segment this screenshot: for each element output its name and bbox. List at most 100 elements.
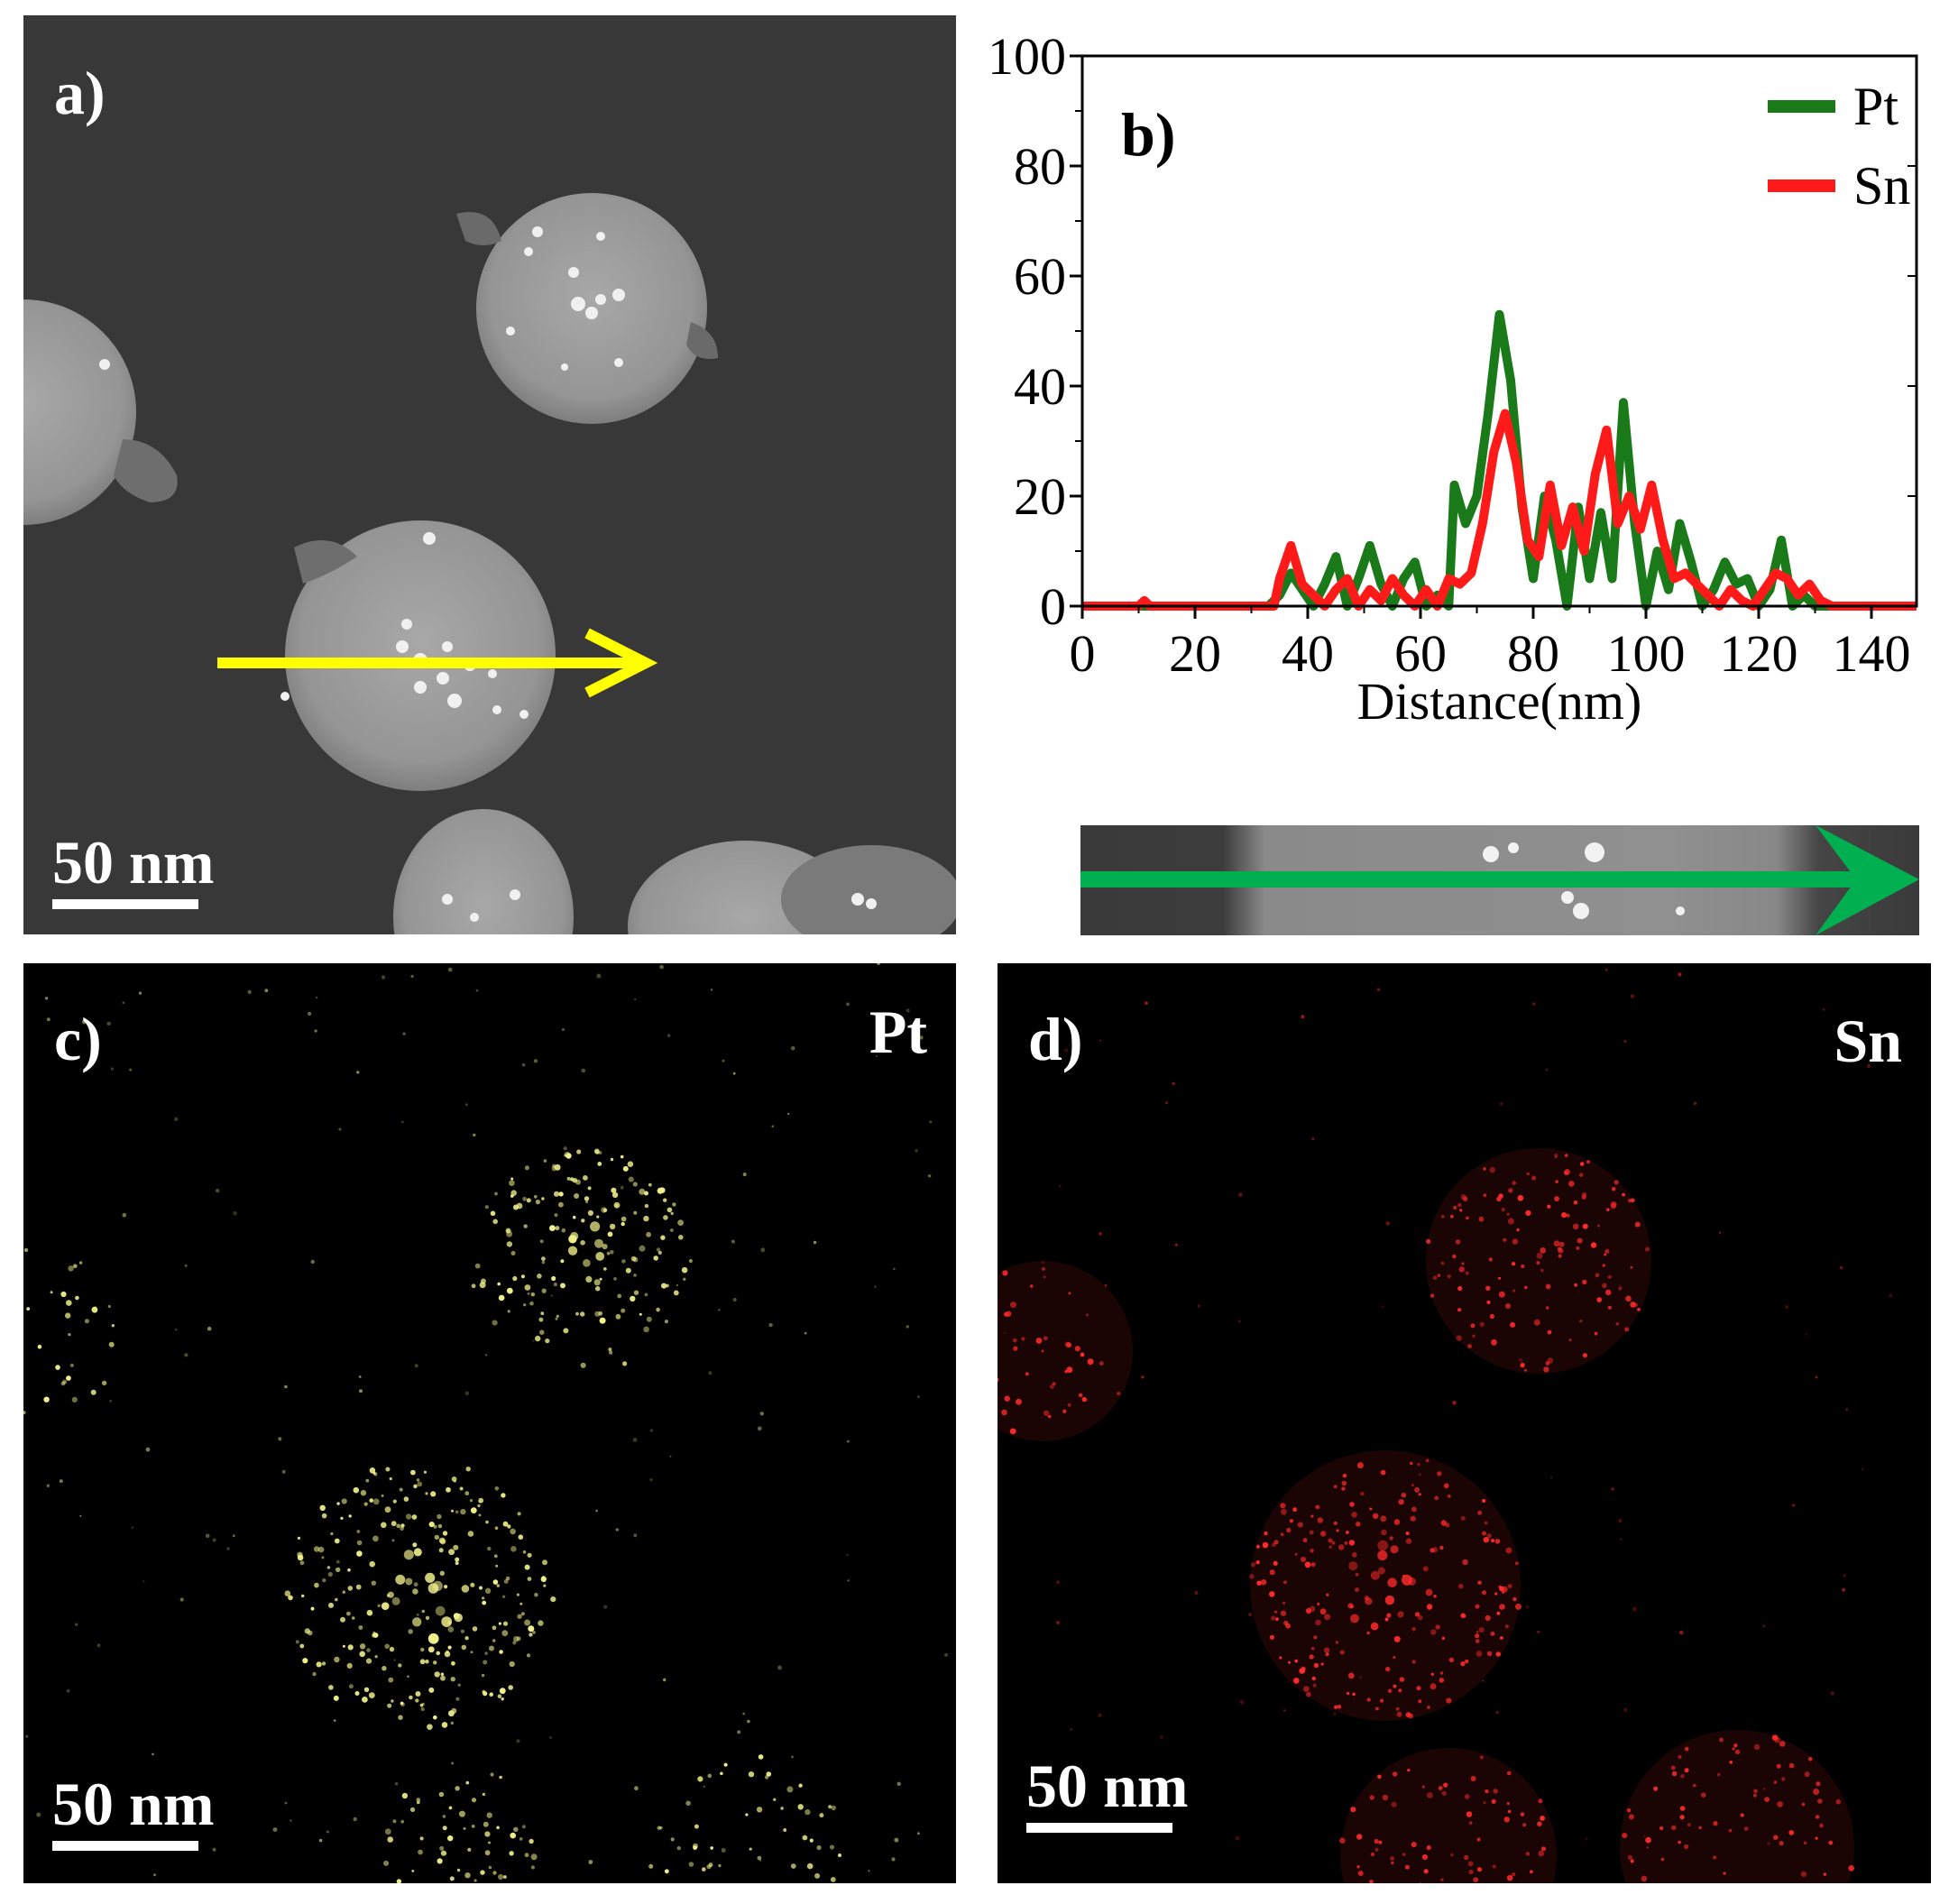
- map-signal-dot: [1384, 1595, 1395, 1605]
- map-noise-dot: [1419, 1473, 1421, 1476]
- map-noise-dot: [813, 1240, 817, 1245]
- map-signal-dot: [1800, 1871, 1807, 1877]
- map-signal-dot: [583, 1259, 591, 1267]
- map-signal-dot: [633, 1274, 637, 1277]
- x-tick-label: 0: [1070, 624, 1096, 683]
- map-noise-dot: [721, 1848, 726, 1853]
- map-signal-dot: [532, 1631, 536, 1634]
- map-signal-dot: [1356, 1522, 1361, 1527]
- map-signal-dot: [1462, 1559, 1468, 1566]
- legend-label-pt: Pt: [1853, 77, 1898, 136]
- map-signal-dot: [1540, 1846, 1547, 1852]
- map-signal-dot: [1835, 1798, 1842, 1805]
- map-noise-dot: [1678, 972, 1682, 977]
- map-signal-dot: [455, 1510, 459, 1514]
- map-signal-dot: [1052, 1382, 1056, 1386]
- map-noise-dot: [1762, 1624, 1766, 1628]
- map-signal-dot: [596, 1215, 600, 1219]
- map-noise-dot: [1476, 1837, 1481, 1842]
- map-signal-dot: [485, 1520, 489, 1524]
- map-signal-dot: [1319, 1531, 1327, 1537]
- map-signal-dot: [628, 1176, 634, 1182]
- map-noise-dot: [318, 1838, 323, 1843]
- map-noise-dot: [916, 1832, 920, 1835]
- map-signal-dot: [643, 1215, 649, 1222]
- map-signal-dot: [1716, 1772, 1721, 1777]
- map-signal-dot: [539, 1329, 545, 1335]
- map-signal-dot: [1377, 1540, 1389, 1551]
- map-signal-dot: [1606, 1208, 1610, 1211]
- map-signal-dot: [1576, 1246, 1580, 1250]
- map-signal-dot: [1514, 1561, 1519, 1566]
- map-signal-dot: [1405, 1712, 1411, 1717]
- map-signal-dot: [610, 1157, 614, 1162]
- map-signal-dot: [1678, 1754, 1682, 1759]
- map-signal-dot: [530, 1865, 536, 1870]
- map-signal-dot: [1310, 1514, 1314, 1518]
- map-signal-dot: [1577, 1237, 1583, 1244]
- map-noise-dot: [929, 1120, 933, 1124]
- map-signal-dot: [1540, 1247, 1547, 1254]
- map-signal-dot: [663, 1215, 668, 1220]
- map-signal-dot: [297, 1536, 300, 1540]
- map-signal-dot: [1262, 1541, 1269, 1549]
- map-signal-dot: [574, 1193, 580, 1199]
- map-signal-dot: [1309, 1654, 1314, 1660]
- map-signal-dot: [415, 1691, 421, 1697]
- map-signal-dot: [383, 1860, 390, 1866]
- map-noise-dot: [233, 1211, 237, 1216]
- map-signal-dot: [1779, 1741, 1786, 1747]
- map-signal-dot: [297, 1554, 304, 1561]
- map-noise-dot: [1618, 1519, 1623, 1523]
- map-signal-dot: [411, 1869, 415, 1872]
- map-signal-dot: [482, 1600, 487, 1605]
- map-signal-dot: [1485, 1789, 1489, 1794]
- map-signal-dot: [1324, 1614, 1331, 1621]
- map-signal-dot: [1417, 1462, 1420, 1467]
- map-noise-dot: [1623, 1707, 1628, 1712]
- map-signal-dot: [1478, 1216, 1485, 1222]
- map-signal-dot: [304, 1628, 310, 1634]
- map-signal-dot: [360, 1490, 367, 1496]
- map-signal-dot: [523, 1224, 528, 1228]
- map-signal-dot: [444, 1651, 451, 1658]
- map-signal-dot: [440, 1672, 445, 1677]
- map-signal-dot: [336, 1502, 340, 1505]
- map-signal-dot: [384, 1643, 391, 1650]
- map-signal-dot: [1645, 1836, 1651, 1844]
- map-signal-dot: [1733, 1743, 1738, 1748]
- map-signal-dot: [1476, 1651, 1483, 1657]
- map-signal-dot: [512, 1641, 517, 1645]
- map-signal-dot: [437, 1523, 443, 1529]
- map-noise-dot: [659, 964, 664, 970]
- map-signal-dot: [1286, 1527, 1292, 1533]
- map-signal-dot: [413, 1548, 422, 1557]
- map-signal-dot: [1479, 1321, 1485, 1327]
- panel-d-sn-map: d) Sn 50 nm: [997, 963, 1931, 1883]
- map-signal-dot: [1536, 1252, 1543, 1259]
- map-signal-dot: [1303, 1686, 1310, 1692]
- map-signal-dot: [347, 1586, 354, 1591]
- map-signal-dot: [1441, 1636, 1445, 1641]
- map-signal-dot: [492, 1871, 497, 1875]
- map-signal-dot: [1505, 1303, 1511, 1309]
- map-noise-dot: [676, 1283, 679, 1287]
- map-signal-dot: [1041, 1349, 1044, 1353]
- map-signal-dot: [382, 1666, 387, 1671]
- map-noise-dot: [1239, 1699, 1245, 1705]
- map-signal-dot: [1477, 1510, 1483, 1515]
- map-signal-dot: [489, 1692, 493, 1697]
- map-noise-dot: [757, 1426, 762, 1431]
- map-signal-dot: [1671, 1771, 1678, 1777]
- map-signal-dot: [643, 1326, 649, 1333]
- map-noise-dot: [1805, 1333, 1807, 1336]
- map-noise-dot: [906, 1008, 910, 1013]
- map-noise-dot: [732, 1072, 736, 1075]
- map-signal-dot: [1630, 1302, 1636, 1308]
- map-signal-dot: [1607, 1274, 1612, 1279]
- map-signal-dot: [1564, 1154, 1568, 1157]
- map-signal-dot: [1602, 1264, 1605, 1267]
- map-signal-dot: [560, 1283, 565, 1289]
- map-signal-dot: [503, 1875, 507, 1879]
- map-noise-dot: [1585, 1837, 1588, 1840]
